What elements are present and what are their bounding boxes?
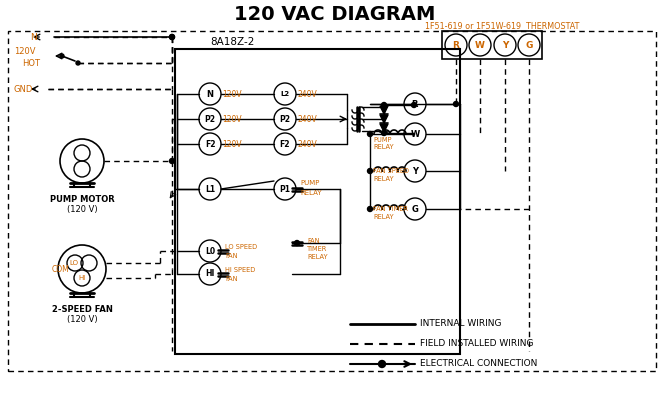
Text: N: N <box>30 33 37 41</box>
Bar <box>442 31 542 59</box>
Text: L2: L2 <box>281 91 289 97</box>
Circle shape <box>60 54 64 58</box>
Circle shape <box>170 34 174 39</box>
Circle shape <box>381 103 387 108</box>
Text: 120V: 120V <box>222 140 242 148</box>
Text: W: W <box>410 129 419 139</box>
Text: F2: F2 <box>205 140 215 148</box>
Text: HI: HI <box>205 269 214 279</box>
Text: LO: LO <box>70 260 78 266</box>
Text: R: R <box>452 41 460 49</box>
Polygon shape <box>380 115 388 123</box>
Text: F2: F2 <box>280 140 290 148</box>
Text: 2-SPEED FAN: 2-SPEED FAN <box>52 305 113 314</box>
Polygon shape <box>380 124 388 132</box>
Text: P2: P2 <box>204 114 216 124</box>
Text: LO SPEED: LO SPEED <box>225 244 257 250</box>
Text: RELAY: RELAY <box>373 176 394 182</box>
Text: 240V: 240V <box>297 114 317 124</box>
Text: L0: L0 <box>205 246 215 256</box>
Text: INTERNAL WIRING: INTERNAL WIRING <box>420 320 502 328</box>
Circle shape <box>454 101 458 106</box>
Circle shape <box>170 34 174 39</box>
Text: FAN TIMER: FAN TIMER <box>373 206 408 212</box>
Text: RELAY: RELAY <box>307 254 328 260</box>
Text: FAN: FAN <box>225 276 237 282</box>
Text: 8A18Z-2: 8A18Z-2 <box>210 37 255 47</box>
Circle shape <box>381 130 387 135</box>
Text: 120V: 120V <box>222 114 242 124</box>
Text: R: R <box>412 99 418 109</box>
Text: ELECTRICAL CONNECTION: ELECTRICAL CONNECTION <box>420 360 537 368</box>
Polygon shape <box>380 106 388 114</box>
Text: 120 VAC DIAGRAM: 120 VAC DIAGRAM <box>234 5 436 23</box>
Circle shape <box>76 61 80 65</box>
Text: (120 V): (120 V) <box>67 205 97 214</box>
Text: 240V: 240V <box>297 90 317 98</box>
Circle shape <box>379 360 385 367</box>
Text: FAN: FAN <box>307 238 320 244</box>
Circle shape <box>170 158 174 163</box>
Text: G: G <box>525 41 533 49</box>
Circle shape <box>368 207 373 212</box>
Text: RELAY: RELAY <box>373 214 394 220</box>
Text: HOT: HOT <box>22 59 40 67</box>
Text: Y: Y <box>502 41 508 49</box>
Circle shape <box>368 168 373 173</box>
Text: N: N <box>206 90 214 98</box>
Text: P1: P1 <box>279 184 291 194</box>
Text: PUMP MOTOR: PUMP MOTOR <box>50 195 115 204</box>
Text: G: G <box>411 204 419 214</box>
Text: HI SPEED: HI SPEED <box>225 267 255 273</box>
Circle shape <box>411 103 417 108</box>
Text: 120V: 120V <box>222 90 242 98</box>
Text: FIELD INSTALLED WIRING: FIELD INSTALLED WIRING <box>420 339 533 349</box>
Text: Y: Y <box>412 166 418 176</box>
Text: 1F51-619 or 1F51W-619  THERMOSTAT: 1F51-619 or 1F51W-619 THERMOSTAT <box>425 21 579 31</box>
Text: 120V: 120V <box>14 47 36 55</box>
Text: FAN SPEED: FAN SPEED <box>373 168 409 174</box>
Text: 240V: 240V <box>297 140 317 148</box>
Text: HI: HI <box>78 275 86 281</box>
Text: RELAY: RELAY <box>300 190 322 196</box>
Text: GND: GND <box>14 85 34 93</box>
Circle shape <box>295 241 299 246</box>
Text: W: W <box>475 41 485 49</box>
Circle shape <box>368 132 373 137</box>
Text: COM: COM <box>52 264 70 274</box>
Text: PUMP: PUMP <box>300 180 320 186</box>
Text: TIMER: TIMER <box>307 246 328 252</box>
Text: FAN: FAN <box>225 253 237 259</box>
Text: P2: P2 <box>279 114 291 124</box>
Bar <box>175 49 460 354</box>
Text: L1: L1 <box>205 184 215 194</box>
Text: PUMP: PUMP <box>373 137 391 143</box>
Bar <box>8 31 656 371</box>
Text: (120 V): (120 V) <box>67 315 97 324</box>
Text: RELAY: RELAY <box>373 144 394 150</box>
